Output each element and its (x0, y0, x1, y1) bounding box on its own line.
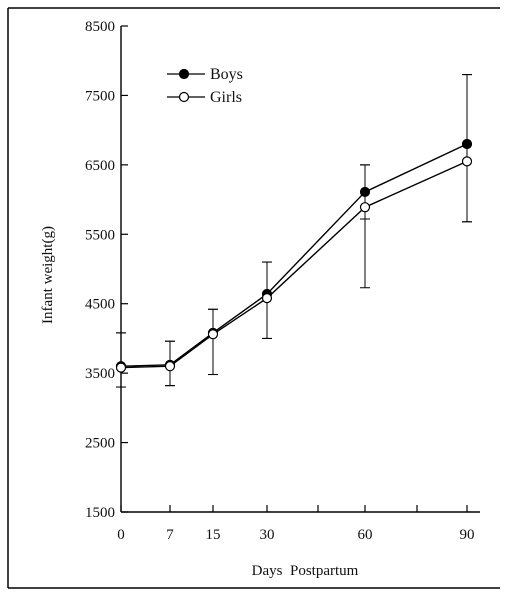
legend-boys-marker (178, 68, 190, 80)
y-tick-label: 6500 (85, 158, 115, 174)
y-tick-label: 7500 (85, 88, 115, 104)
chart-frame (7, 7, 500, 589)
x-tick-label: 60 (358, 527, 373, 543)
girls-data-point (207, 329, 219, 340)
legend-girls-label: Girls (210, 89, 242, 106)
error-bars (116, 74, 472, 388)
x-ticks: 0 7 15 30 60 90 (117, 505, 475, 543)
girls-data-point (461, 156, 473, 167)
y-tick-label: 4500 (85, 297, 115, 313)
girls-data-point (164, 361, 176, 372)
legend-boys-label: Boys (210, 66, 243, 83)
boys-series-line (120, 143, 468, 367)
y-tick-label: 2500 (85, 436, 115, 452)
series-lines (120, 143, 468, 369)
girls-data-point (359, 202, 371, 213)
legend: Boys Girls (167, 66, 243, 106)
series-markers (115, 138, 473, 373)
y-tick-label: 5500 (85, 227, 115, 243)
x-tick-label: 7 (166, 527, 174, 543)
x-tick-label: 15 (206, 527, 221, 543)
y-tick-label: 3500 (85, 366, 115, 382)
y-axis-label: Infant weight(g) (40, 226, 56, 324)
girls-data-point (115, 362, 127, 373)
x-tick-label: 30 (260, 527, 275, 543)
y-tick-label: 8500 (85, 19, 115, 35)
x-tick-label: 90 (460, 527, 475, 543)
boys-data-point (359, 186, 371, 198)
girls-data-point (261, 293, 273, 304)
y-tick-label: 1500 (85, 505, 115, 521)
boys-data-point (461, 138, 473, 150)
axes (120, 26, 480, 513)
x-tick-label: 0 (117, 527, 125, 543)
y-ticks: 1500 2500 3500 4500 5500 6500 7500 8500 (85, 19, 128, 521)
girls-series-line (120, 160, 468, 369)
legend-girls-marker (178, 91, 190, 103)
x-axis-label: Days Postpartum (252, 563, 359, 579)
